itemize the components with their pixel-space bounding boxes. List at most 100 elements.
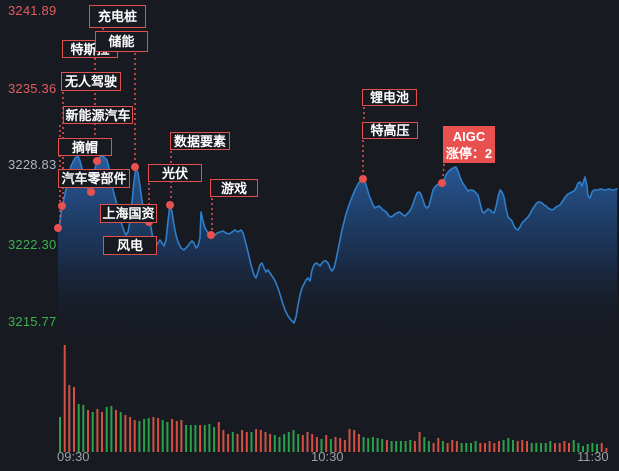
sector-tag[interactable]: 充电桩 <box>89 5 146 28</box>
volume-bar <box>526 441 528 452</box>
volume-bar <box>343 440 346 452</box>
volume-bars <box>59 345 608 452</box>
volume-bar <box>479 443 482 452</box>
volume-bar <box>273 435 276 452</box>
volume-bar <box>460 443 463 452</box>
sector-tag[interactable]: 光伏 <box>148 164 202 182</box>
volume-bar <box>586 444 589 452</box>
volume-bar <box>68 385 71 452</box>
volume-bar <box>544 443 547 452</box>
volume-bar <box>600 443 603 452</box>
volume-bar <box>427 441 430 452</box>
volume-bar <box>199 425 202 452</box>
volume-bar <box>451 440 454 452</box>
volume-bar <box>484 443 486 452</box>
sector-tag[interactable]: 汽车零部件 <box>58 169 130 188</box>
volume-bar <box>63 345 66 452</box>
volume-bar <box>115 410 117 452</box>
x-axis-label: 10:30 <box>311 449 344 464</box>
marker-dot <box>87 188 95 196</box>
volume-bar <box>287 432 290 452</box>
volume-bar <box>554 443 556 452</box>
volume-bar <box>381 439 384 452</box>
volume-bar <box>591 443 594 452</box>
y-axis-label: 3222.30 <box>8 237 57 252</box>
volume-bar <box>77 404 80 452</box>
volume-bar <box>87 410 89 452</box>
volume-bar <box>227 434 230 452</box>
sector-tag[interactable]: 储能 <box>95 31 148 52</box>
marker-dot <box>359 175 367 183</box>
volume-bar <box>376 438 379 452</box>
volume-bar <box>129 417 132 452</box>
y-axis-label: 3228.83 <box>8 157 57 172</box>
volume-bar <box>521 440 524 452</box>
volume-bar <box>105 407 108 452</box>
sector-tag[interactable]: 锂电池 <box>362 89 417 106</box>
volume-bar <box>409 440 412 452</box>
volume-bar <box>334 437 337 452</box>
volume-bar <box>596 444 598 452</box>
volume-bar <box>138 421 141 452</box>
marker-dot <box>58 202 66 210</box>
volume-bar <box>301 435 304 452</box>
volume-bar <box>446 443 449 452</box>
tag-text-line: 涨停：2 <box>445 145 493 161</box>
volume-bar <box>563 441 566 452</box>
sector-tag[interactable]: 上海国资 <box>100 204 157 223</box>
volume-bar <box>395 441 398 452</box>
sector-tag[interactable]: 新能源汽车 <box>63 106 133 124</box>
price-area-fill <box>58 156 617 334</box>
volume-bar <box>441 441 444 452</box>
volume-bar <box>73 387 75 452</box>
volume-bar <box>119 412 122 452</box>
volume-bar <box>413 441 416 452</box>
volume-bar <box>474 441 477 452</box>
volume-bar <box>166 422 169 452</box>
limit-up-tag-aigc[interactable]: AIGC 涨停：2 <box>443 126 495 163</box>
volume-bar <box>147 418 150 452</box>
volume-bar <box>498 441 500 452</box>
marker-dot <box>207 231 215 239</box>
volume-bar <box>549 441 552 452</box>
sector-tag[interactable]: 游戏 <box>210 179 258 197</box>
volume-bar <box>297 434 300 452</box>
sector-tag[interactable]: 数据要素 <box>170 132 230 150</box>
volume-bar <box>582 446 584 452</box>
volume-bar <box>399 441 402 452</box>
marker-dot <box>166 201 174 209</box>
volume-bar <box>306 432 309 452</box>
volume-bar <box>540 443 542 452</box>
volume-bar <box>143 419 146 452</box>
volume-bar <box>203 425 206 452</box>
volume-bar <box>577 443 580 452</box>
volume-bar <box>213 427 216 452</box>
volume-bar <box>259 430 262 452</box>
volume-bar <box>152 417 155 452</box>
sector-tag[interactable]: 摘帽 <box>58 138 112 156</box>
volume-bar <box>568 443 570 452</box>
sector-tag[interactable]: 无人驾驶 <box>61 72 121 91</box>
volume-bar <box>217 422 220 452</box>
volume-bar <box>530 443 533 452</box>
volume-bar <box>507 438 510 452</box>
x-axis-label: 09:30 <box>57 449 90 464</box>
volume-bar <box>320 439 323 452</box>
sector-tag[interactable]: 特高压 <box>362 122 418 139</box>
y-axis-label: 3241.89 <box>8 3 57 18</box>
volume-bar <box>101 412 103 452</box>
volume-bar <box>493 443 496 452</box>
volume-bar <box>418 432 421 452</box>
volume-bar <box>455 441 458 452</box>
marker-dot <box>93 157 101 165</box>
volume-bar <box>278 437 281 452</box>
volume-bar <box>502 440 505 452</box>
volume-bar <box>558 443 561 452</box>
sector-tag[interactable]: 风电 <box>103 236 157 255</box>
volume-bar <box>110 406 113 452</box>
volume-bar <box>432 443 435 452</box>
volume-bar <box>437 438 440 452</box>
volume-bar <box>245 432 248 452</box>
